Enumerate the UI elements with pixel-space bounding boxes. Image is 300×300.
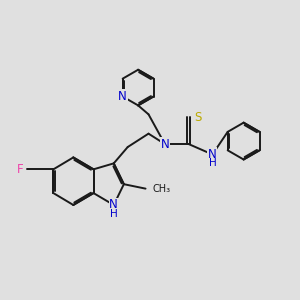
Text: H: H [208,158,216,168]
Text: N: N [110,199,118,212]
Text: H: H [110,209,118,219]
Text: CH₃: CH₃ [152,184,170,194]
Text: F: F [16,163,23,176]
Text: N: N [208,148,217,161]
Text: S: S [195,111,202,124]
Text: N: N [160,138,169,151]
Text: N: N [118,90,127,103]
